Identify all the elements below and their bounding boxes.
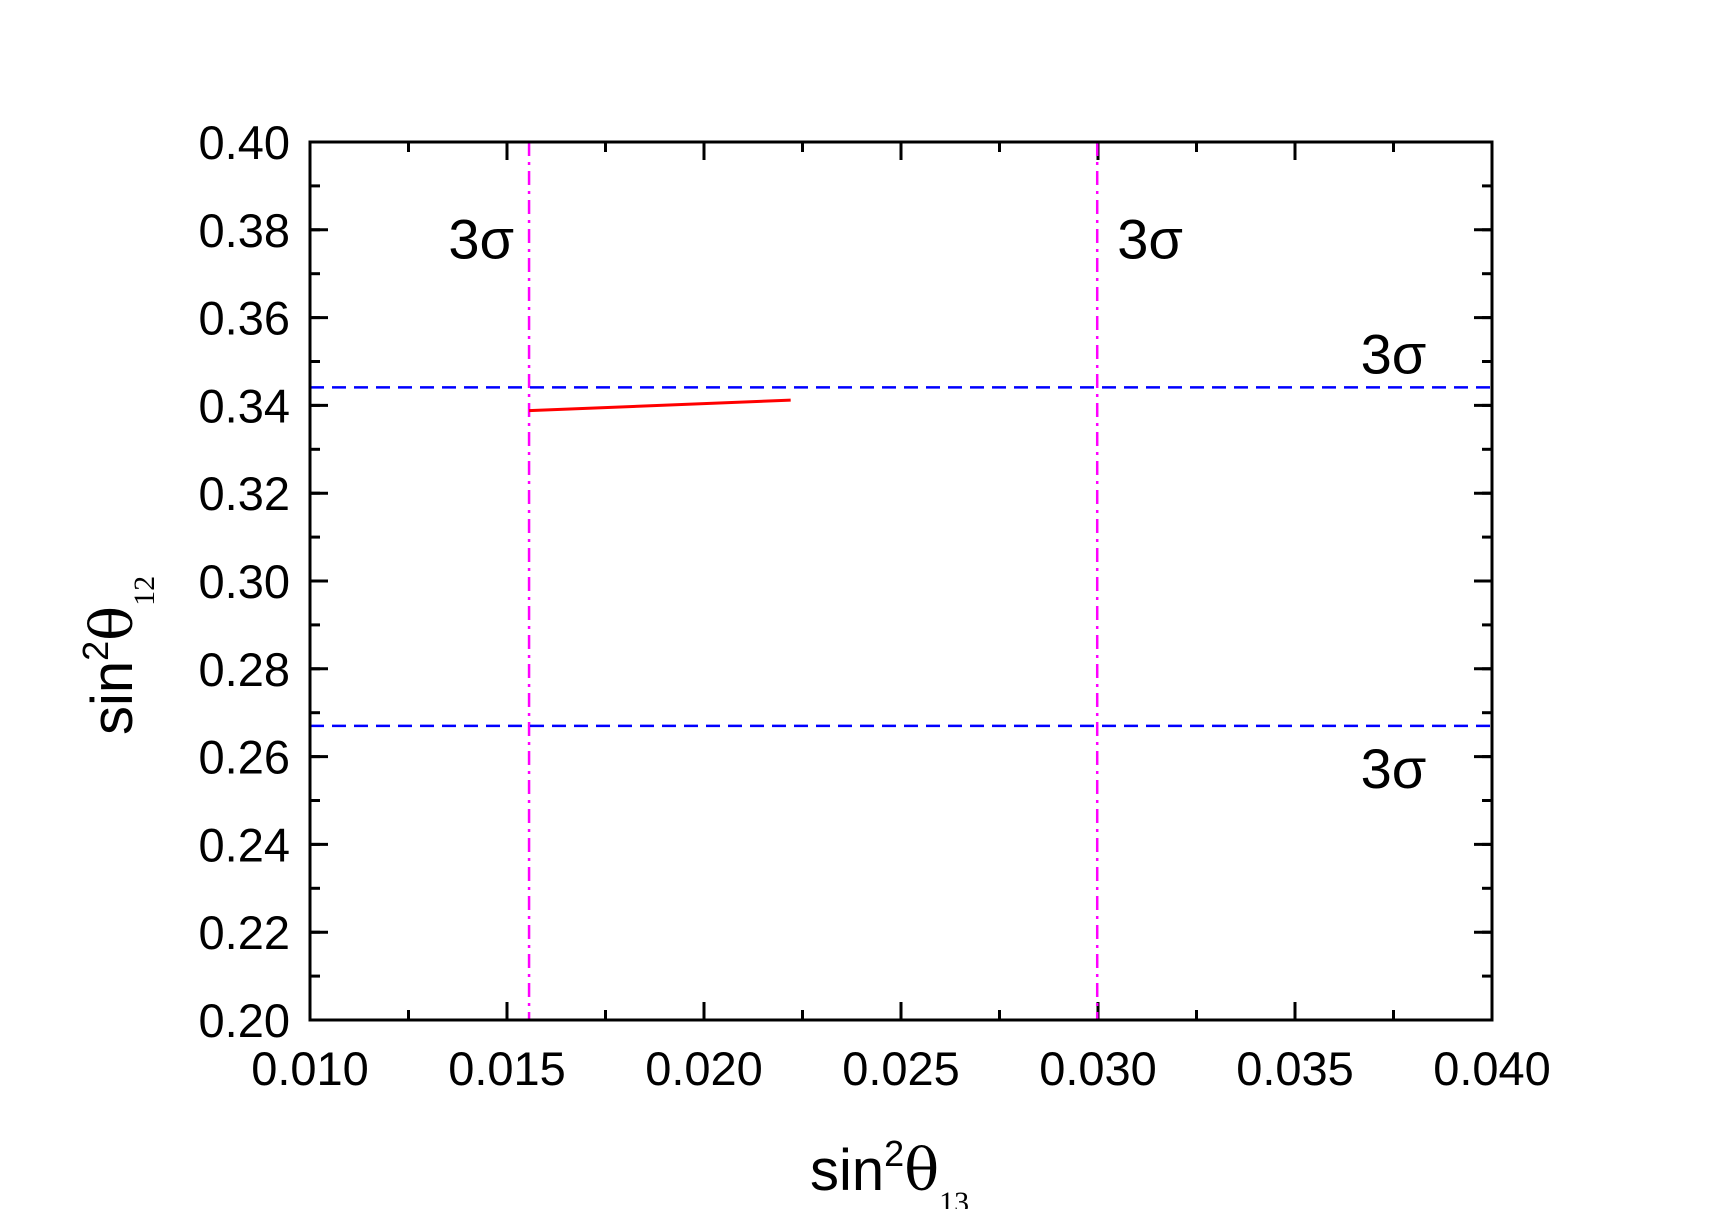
- x-tick-label: 0.010: [251, 1042, 369, 1095]
- series-line: [529, 398, 791, 413]
- y-tick-label: 0.36: [199, 292, 290, 345]
- x-tick-label: 0.025: [842, 1042, 960, 1095]
- x-axis-title-symbol: θ: [904, 1136, 939, 1204]
- x-tick-label: 0.030: [1039, 1042, 1157, 1095]
- x-axis-title-base: sin: [810, 1138, 884, 1203]
- x-axis-title: sin2θ13: [810, 1133, 969, 1209]
- y-tick-label: 0.22: [199, 906, 290, 959]
- x-axis-title-exponent: 2: [884, 1133, 904, 1174]
- sigma-label: 3σ: [1117, 208, 1183, 271]
- reference-lines: [310, 142, 1492, 1020]
- reference-line-labels: 3σ 3σ 3σ 3σ: [448, 208, 1426, 800]
- x-tick-label: 0.020: [645, 1042, 763, 1095]
- y-tick-label: 0.30: [199, 555, 290, 608]
- y-axis-title-exponent: 2: [75, 641, 116, 661]
- y-tick-label: 0.26: [199, 731, 290, 784]
- y-axis-title-symbol: θ: [78, 606, 146, 641]
- x-tick-label: 0.040: [1433, 1042, 1551, 1095]
- x-tick-label: 0.015: [448, 1042, 566, 1095]
- y-axis-title-base: sin: [80, 661, 145, 735]
- x-tick-labels: 0.010 0.015 0.020 0.025 0.030 0.035 0.040: [251, 1042, 1551, 1095]
- y-tick-label: 0.20: [199, 994, 290, 1047]
- y-axis-title: sin2θ12: [75, 576, 161, 735]
- plot-frame: [308, 140, 1494, 1022]
- sigma-label: 3σ: [1361, 322, 1427, 385]
- sigma-label: 3σ: [1361, 737, 1427, 800]
- y-tick-label: 0.32: [199, 467, 290, 520]
- data-series: [529, 398, 791, 413]
- y-tick-label: 0.38: [199, 204, 290, 257]
- y-axis-title-subscript: 12: [128, 576, 161, 606]
- sigma-label: 3σ: [448, 208, 514, 271]
- y-tick-label: 0.28: [199, 643, 290, 696]
- y-tick-label: 0.24: [199, 818, 290, 871]
- x-axis-title-subscript: 13: [939, 1186, 969, 1209]
- y-tick-label: 0.40: [199, 116, 290, 169]
- x-tick-label: 0.035: [1236, 1042, 1354, 1095]
- y-tick-labels: 0.20 0.22 0.24 0.26 0.28 0.30 0.32 0.34 0.36 0.38…: [199, 116, 290, 1047]
- y-tick-label: 0.34: [199, 379, 290, 432]
